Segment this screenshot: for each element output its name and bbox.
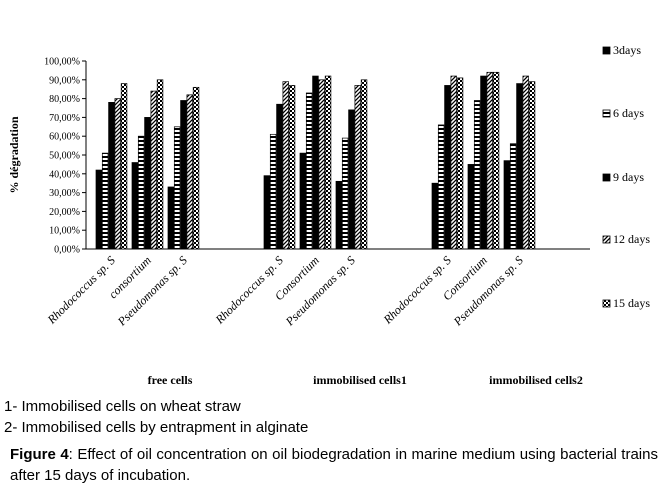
bar-chart: 0,00% 10,00% 20,00% 30,00% 40,00% 50,00% 60,00… [7,43,650,387]
bar-2-2-4 [318,79,325,250]
legend-swatch [602,299,611,308]
bar-2-3-5 [360,79,368,250]
y-tick-label: 100,00% [44,57,80,68]
footnotes: 1- Immobilised cells on wheat straw 2- I… [4,396,308,438]
y-tick-label: 0,00% [54,245,80,256]
legend-swatch [602,173,611,182]
legend-label: 15 days [613,296,650,310]
bar-3-3-4 [522,75,529,250]
figure-label: Figure 4 [10,446,69,463]
bar-2-3-4 [354,85,361,250]
bar-1-3-2 [173,126,181,250]
bar-1-1-5 [120,83,128,250]
bar-1-2-5 [156,79,164,250]
bar-3-1-5 [456,77,464,250]
y-tick-label: 90,00% [49,75,80,86]
bar-3-2-4 [486,71,493,250]
bar-2-2-1 [299,152,307,250]
y-tick-label: 80,00% [49,94,80,105]
bar-2-2-5 [324,75,332,250]
y-tick-label: 20,00% [49,207,80,218]
legend-label: 3days [613,43,641,57]
bar-3-3-3 [516,83,523,250]
bar-2-1-1 [263,175,271,250]
bar-1-2-3 [144,117,151,250]
y-axis-label: % dégradation [7,116,21,193]
y-tick-label: 60,00% [49,132,80,143]
bar-1-2-2 [137,135,145,250]
figure-caption-text: : Effect of oil concentration on oil bio… [10,446,658,484]
bar-2-3-1 [335,180,343,250]
bar-3-3-5 [528,81,536,250]
bar-3-2-5 [492,71,500,250]
bar-1-3-5 [192,86,200,250]
bar-1-1-1 [95,169,103,250]
bar-3-3-2 [509,143,517,250]
footnote-1: 1- Immobilised cells on wheat straw [4,398,241,415]
legend-label: 9 days [613,170,644,184]
bar-1-1-2 [101,152,109,250]
figure-caption: Figure 4: Effect of oil concentration on… [10,444,658,486]
bar-2-3-2 [341,137,349,250]
footnote-2: 2- Immobilised cells by entrapment in al… [4,419,309,436]
bar-2-1-5 [288,85,296,250]
legend-label: 12 days [613,232,650,246]
bar-3-2-3 [480,75,487,250]
bar-2-1-4 [282,81,289,250]
bar-2-3-3 [348,109,355,250]
bar-2-1-3 [276,103,283,250]
bar-2-2-2 [305,92,313,250]
bar-3-1-4 [450,75,457,250]
bar-1-1-4 [114,98,121,250]
bar-1-2-1 [131,162,139,250]
bar-1-1-3 [108,102,115,250]
group-label: immobilised cells1 [313,373,407,387]
bar-3-1-2 [437,124,445,250]
bar-2-1-2 [269,133,277,250]
legend-swatch [602,46,611,55]
bar-1-3-3 [180,100,187,250]
bar-3-1-3 [444,85,451,250]
bar-1-3-4 [186,94,193,250]
bar-2-2-3 [312,75,319,250]
y-tick-label: 40,00% [49,169,80,180]
bar-3-2-1 [467,164,475,250]
bar-1-2-4 [150,90,157,250]
y-tick-label: 30,00% [49,188,80,199]
bar-3-1-1 [431,182,439,250]
y-tick-label: 10,00% [49,226,80,237]
y-tick-label: 50,00% [49,151,80,162]
bar-3-3-1 [503,160,511,250]
bar-3-2-2 [473,100,481,250]
legend-swatch [602,109,611,118]
legend-label: 6 days [613,106,644,120]
legend-swatch [602,235,611,244]
y-tick-label: 70,00% [49,113,80,124]
bar-1-3-1 [167,186,175,250]
group-label: immobilised cells2 [489,373,583,387]
group-label: free cells [148,373,193,387]
